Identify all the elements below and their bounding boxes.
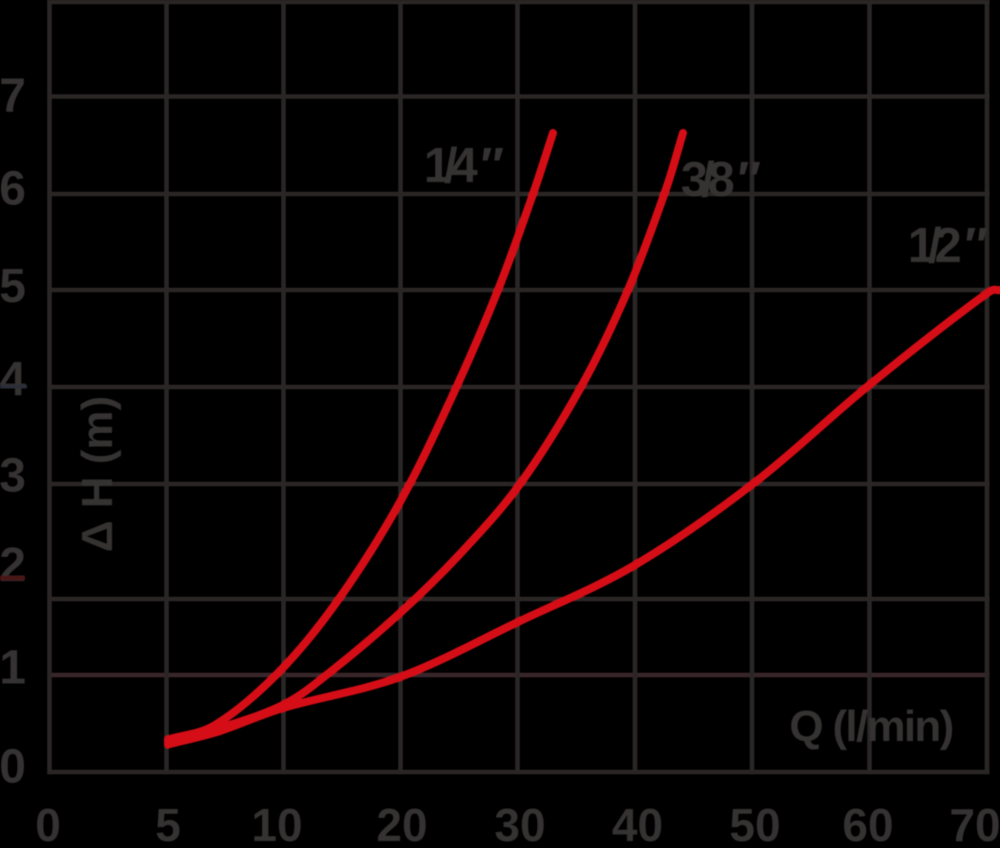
svg-text:50: 50	[729, 799, 780, 843]
svg-text:40: 40	[612, 799, 663, 843]
svg-text:20: 20	[376, 799, 427, 843]
svg-text:1: 1	[0, 642, 26, 695]
svg-text:1/2″: 1/2 ″	[908, 219, 988, 273]
svg-text:2: 2	[0, 539, 26, 592]
svg-text:Δ H (m): Δ H (m)	[73, 396, 122, 552]
svg-text:0: 0	[0, 741, 26, 794]
svg-text:4: 4	[0, 353, 26, 406]
svg-text:6: 6	[0, 163, 26, 216]
svg-text:Q (l/min): Q (l/min)	[789, 702, 952, 751]
svg-text:5: 5	[0, 260, 26, 313]
svg-text:5: 5	[155, 799, 181, 843]
svg-text:60: 60	[842, 799, 893, 843]
svg-text:3/8″: 3/8 ″	[681, 153, 761, 207]
svg-text:7: 7	[0, 70, 26, 123]
svg-text:3: 3	[0, 450, 26, 503]
svg-text:70: 70	[949, 799, 1000, 843]
svg-text:10: 10	[251, 799, 302, 843]
svg-text:30: 30	[494, 799, 545, 843]
svg-text:1/4″: 1/4 ″	[424, 139, 504, 193]
svg-text:0: 0	[35, 799, 61, 843]
